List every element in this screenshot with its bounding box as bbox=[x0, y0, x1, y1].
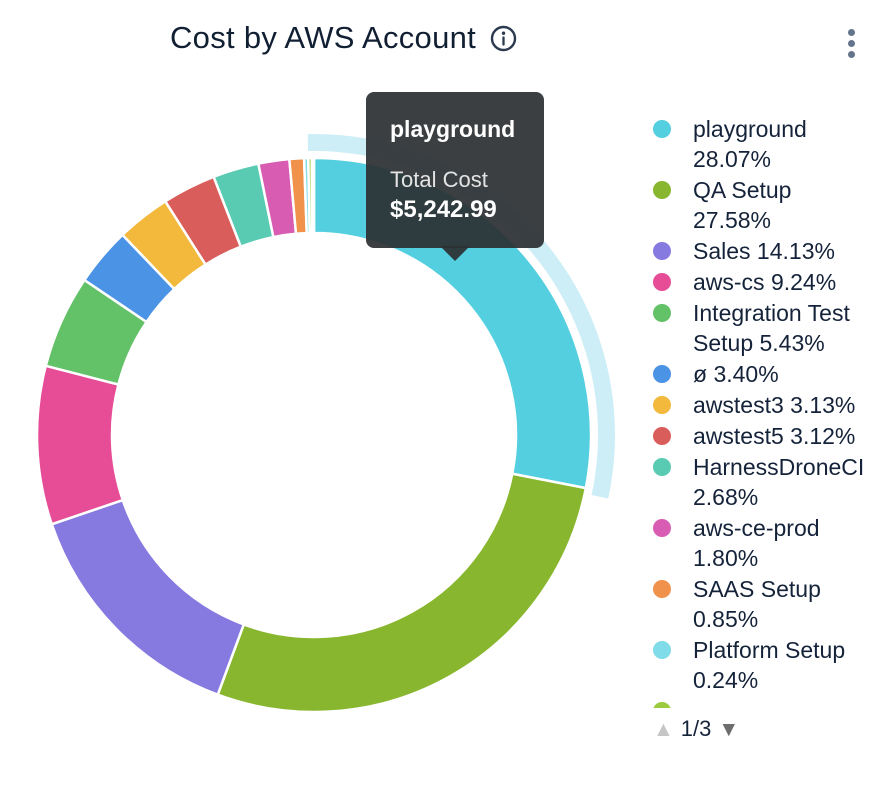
legend-list: playground 28.07% QA Setup 27.58% Sales 14… bbox=[653, 114, 888, 708]
legend-label: Platform Setup 0.24% bbox=[693, 637, 846, 693]
legend-color-dot bbox=[653, 458, 671, 476]
page-title: Cost by AWS Account bbox=[170, 20, 477, 55]
legend-label: aws-cs 9.24% bbox=[693, 269, 837, 295]
widget-header: Cost by AWS Account bbox=[170, 20, 517, 56]
legend-label: ø 3.40% bbox=[693, 361, 779, 387]
legend-item-aws-ce-prod[interactable]: aws-ce-prod 1.80% bbox=[653, 513, 888, 573]
tooltip-metric-label: Total Cost bbox=[390, 167, 488, 192]
legend-label: awstest5 3.12% bbox=[693, 423, 856, 449]
legend-color-dot bbox=[653, 580, 671, 598]
legend-color-dot bbox=[653, 273, 671, 291]
legend-label: HarnessDroneCI 2.68% bbox=[693, 454, 865, 510]
tooltip-series-name: playground bbox=[390, 116, 516, 142]
donut-slice-qa-setup[interactable] bbox=[216, 472, 588, 714]
legend-item-playground[interactable]: playground 28.07% bbox=[653, 114, 888, 174]
tooltip-metric-value: $5,242.99 bbox=[390, 196, 497, 223]
legend-color-dot bbox=[653, 304, 671, 322]
legend-color-dot bbox=[653, 702, 671, 708]
legend-item-platform-setup[interactable]: Platform Setup 0.24% bbox=[653, 635, 888, 695]
legend-color-dot bbox=[653, 641, 671, 659]
legend-item-aws-cs[interactable]: aws-cs 9.24% bbox=[653, 267, 888, 297]
legend-label: playground 28.07% bbox=[693, 116, 807, 172]
legend-color-dot bbox=[653, 181, 671, 199]
legend-label: aws-ce-prod 1.80% bbox=[693, 515, 820, 571]
legend-item-integration-test-setup[interactable]: Integration Test Setup 5.43% bbox=[653, 298, 888, 358]
donut-chart bbox=[35, 134, 615, 714]
chart-tooltip: playground Total Cost $5,242.99 bbox=[366, 92, 544, 248]
legend-label: Integration Test Setup 5.43% bbox=[693, 300, 850, 356]
info-icon[interactable] bbox=[490, 25, 517, 52]
options-menu-icon[interactable] bbox=[845, 29, 857, 58]
donut-slice-sales[interactable] bbox=[50, 498, 246, 697]
legend-page-indicator: 1/3 bbox=[680, 716, 712, 741]
legend-label: QA Setup 27.58% bbox=[693, 177, 792, 233]
legend-pagination: ▲ 1/3 ▼ bbox=[653, 716, 888, 742]
legend-label: SAAS Setup 0.85% bbox=[693, 576, 821, 632]
legend-color-dot bbox=[653, 242, 671, 260]
legend-item-awstest3[interactable]: awstest3 3.13% bbox=[653, 390, 888, 420]
legend-page-down-icon[interactable]: ▼ bbox=[718, 717, 740, 741]
legend-item-harnessdroneci[interactable]: HarnessDroneCI 2.68% bbox=[653, 452, 888, 512]
legend-color-dot bbox=[653, 427, 671, 445]
legend-label: awstest3 3.13% bbox=[693, 392, 856, 418]
legend-color-dot bbox=[653, 519, 671, 537]
donut-slice-other[interactable] bbox=[310, 156, 316, 235]
legend-color-dot bbox=[653, 396, 671, 414]
legend-item-qa-setup[interactable]: QA Setup 27.58% bbox=[653, 175, 888, 235]
legend-item-sales[interactable]: Sales 14.13% bbox=[653, 236, 888, 266]
legend-color-dot bbox=[653, 120, 671, 138]
legend-label: Sales 14.13% bbox=[693, 238, 835, 264]
chart-legend: playground 28.07% QA Setup 27.58% Sales 14… bbox=[653, 114, 888, 742]
legend-color-dot bbox=[653, 365, 671, 383]
legend-item-saas-setup[interactable]: SAAS Setup 0.85% bbox=[653, 574, 888, 634]
legend-item-next-page-partial bbox=[653, 696, 888, 708]
legend-page-up-icon[interactable]: ▲ bbox=[653, 717, 674, 741]
donut-slice-aws-cs[interactable] bbox=[35, 364, 125, 526]
legend-item--[interactable]: ø 3.40% bbox=[653, 359, 888, 389]
legend-item-awstest5[interactable]: awstest5 3.12% bbox=[653, 421, 888, 451]
